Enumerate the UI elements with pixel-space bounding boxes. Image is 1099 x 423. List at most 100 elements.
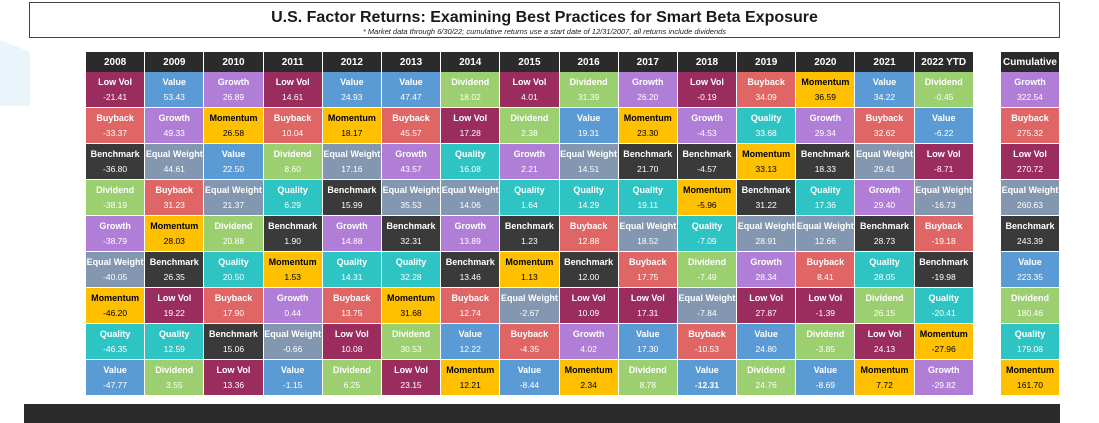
return-value: -46.35: [103, 344, 128, 355]
factor-cell: Value 47.47: [381, 72, 442, 108]
return-value: 32.31: [400, 236, 422, 247]
factor-cell: Equal Weight 14.51: [559, 144, 619, 180]
factor-cell: Momentum 7.72: [855, 360, 915, 396]
factor-name: Dividend: [392, 328, 431, 339]
factor-cell: Low Vol 17.28: [441, 108, 501, 144]
factor-cell: Buyback 12.88: [559, 216, 619, 252]
return-value: 17.28: [459, 128, 481, 139]
factor-cell: Equal Weight 14.06: [441, 180, 501, 216]
return-value: 14.51: [577, 164, 600, 175]
return-value: 28.73: [873, 236, 896, 247]
factor-name: Quality: [691, 220, 723, 231]
factor-cell: Quality -20.41: [914, 288, 974, 324]
factor-name: Quality: [218, 256, 249, 267]
factor-cell: Low Vol 23.15: [381, 360, 442, 396]
year-header-row: 2008 2009 2010 2011 2012 2013 2014 2015 2016 2017…: [86, 52, 974, 72]
return-value: 22.50: [222, 164, 245, 175]
year-header: 2010: [204, 52, 264, 72]
rank-row: Equal Weight -40.05 Benchmark 26.35 Quality 2…: [86, 252, 974, 288]
return-value: 1.23: [521, 236, 538, 247]
return-value: 1.53: [284, 272, 301, 283]
factor-name: Buyback: [1011, 112, 1049, 123]
factor-cell: Buyback 45.57: [381, 108, 442, 144]
returns-grid: 2008 2009 2010 2011 2012 2013 2014 2015 2016 2017…: [86, 52, 974, 396]
factor-name: Benchmark: [149, 256, 199, 267]
decorative-shape: [0, 40, 30, 106]
factor-cell: Quality 1.64: [500, 180, 560, 216]
factor-cell: Value -8.44: [500, 360, 560, 396]
factor-name: Benchmark: [1005, 220, 1055, 231]
factor-name: Quality: [928, 292, 959, 303]
rank-row: Dividend -38.19 Buyback 31.23 Equal Weight 21…: [86, 180, 974, 216]
year-header: 2012: [322, 52, 382, 72]
return-value: 28.34: [755, 272, 777, 283]
return-value: 13.75: [341, 308, 363, 319]
factor-name: Growth: [336, 220, 368, 231]
factor-cell: Dividend 31.39: [559, 72, 619, 108]
factor-name: Momentum: [623, 112, 672, 123]
factor-cell: Value -8.69: [796, 360, 856, 396]
factor-cell: Value 24.93: [322, 72, 382, 108]
return-value: 275.32: [1017, 128, 1043, 139]
factor-name: Growth: [217, 76, 250, 87]
factor-name: Benchmark: [90, 148, 140, 159]
return-value: 12.88: [577, 236, 600, 247]
factor-cell: Dividend 18.02: [441, 72, 501, 108]
factor-name: Growth: [691, 112, 723, 123]
factor-name: Momentum: [91, 292, 140, 303]
factor-name: Quality: [99, 328, 131, 339]
factor-cell: Buyback 12.74: [441, 288, 501, 324]
return-value: 53.43: [163, 92, 185, 103]
factor-name: Low Vol: [453, 112, 488, 123]
return-value: 20.88: [222, 236, 245, 247]
factor-name: Equal Weight: [441, 184, 499, 195]
factor-cell: Growth 13.89: [441, 216, 501, 252]
factor-name: Buyback: [451, 292, 489, 303]
factor-name: Buyback: [214, 292, 253, 303]
factor-cell: Momentum 2.34: [559, 360, 619, 396]
factor-name: Dividend: [214, 220, 253, 231]
factor-name: Growth: [927, 364, 960, 375]
factor-name: Equal Weight: [205, 184, 262, 195]
factor-name: Quality: [395, 256, 427, 267]
factor-name: Low Vol: [571, 292, 606, 303]
return-value: 18.33: [814, 164, 836, 175]
factor-cell: Growth 26.89: [204, 72, 264, 108]
return-value: 12.66: [814, 236, 836, 247]
factor-cell: Value 53.43: [145, 72, 205, 108]
factor-name: Quality: [336, 256, 368, 267]
return-value: -8.44: [519, 380, 540, 391]
year-header: 2014: [441, 52, 501, 72]
factor-name: Benchmark: [504, 220, 554, 231]
return-value: 31.23: [163, 200, 185, 211]
return-value: 17.36: [814, 200, 836, 211]
factor-name: Dividend: [628, 364, 667, 375]
return-value: 24.80: [755, 344, 777, 355]
return-value: 0.44: [284, 308, 301, 319]
cumulative-column: Cumulative Growth 322.54 Buyback 275.32 Low …: [1001, 52, 1059, 396]
return-value: 19.11: [637, 200, 659, 211]
return-value: 14.29: [577, 200, 600, 211]
factor-cell: Buyback 17.75: [618, 252, 678, 288]
cumulative-header: Cumulative: [1001, 52, 1059, 72]
return-value: 12.59: [163, 344, 185, 355]
rank-row: Momentum -46.20 Low Vol 19.22 Buyback 17.90 Gr…: [86, 288, 974, 324]
factor-cell: Buyback 13.75: [322, 288, 382, 324]
return-value: 20.50: [222, 272, 245, 283]
factor-cell: Buyback -10.53: [677, 324, 738, 360]
cumulative-cell: Benchmark 243.39: [1001, 216, 1059, 252]
factor-cell: Value 24.80: [737, 324, 797, 360]
factor-cell: Momentum 1.13: [500, 252, 560, 288]
factor-name: Benchmark: [682, 148, 732, 159]
factor-cell: Dividend 20.88: [204, 216, 264, 252]
return-value: -6.22: [934, 128, 954, 139]
factor-cell: Equal Weight 29.41: [855, 144, 915, 180]
factor-cell: Dividend 26.15: [855, 288, 915, 324]
factor-cell: Equal Weight -7.84: [677, 288, 738, 324]
factor-name: Buyback: [806, 256, 845, 267]
return-value: 223.35: [1017, 272, 1043, 283]
factor-name: Low Vol: [512, 76, 547, 87]
factor-name: Value: [280, 364, 305, 375]
return-value: 21.37: [222, 200, 245, 211]
factor-cell: Equal Weight 21.37: [204, 180, 264, 216]
